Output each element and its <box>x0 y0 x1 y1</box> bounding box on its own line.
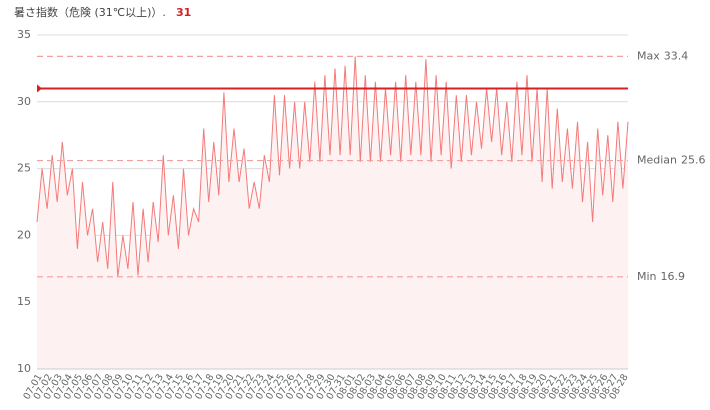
reference-value: 33.4 <box>664 49 689 62</box>
reference-name: Min <box>637 270 657 283</box>
area <box>37 56 628 370</box>
y-tick-label: 25 <box>17 162 31 175</box>
reference-label: Max 33.4 <box>637 49 688 62</box>
title-label: 暑さ指数（危険 (31℃以上)）. <box>14 5 166 19</box>
reference-label: Min 16.9 <box>637 270 685 283</box>
y-tick-label: 20 <box>17 228 31 241</box>
threshold-marker <box>37 84 42 93</box>
y-tick-label: 15 <box>17 295 31 308</box>
y-tick-label: 35 <box>17 28 31 41</box>
chart-title: 暑さ指数（危険 (31℃以上)）. 31 <box>14 5 191 19</box>
reference-name: Max <box>637 49 660 62</box>
reference-value: 25.6 <box>681 154 706 167</box>
reference-name: Median <box>637 154 677 167</box>
y-tick-label: 30 <box>17 95 31 108</box>
title-value: 31 <box>176 6 191 19</box>
line <box>36 56 629 277</box>
y-tick-label: 10 <box>17 362 31 375</box>
reference-label: Median 25.6 <box>637 154 706 167</box>
reference-value: 16.9 <box>661 270 686 283</box>
